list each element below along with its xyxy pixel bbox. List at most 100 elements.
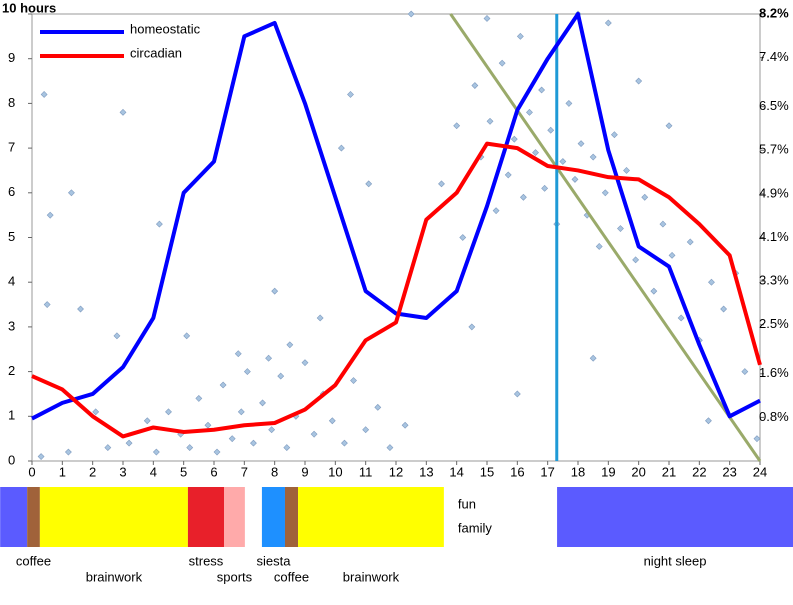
scatter-point <box>337 144 345 152</box>
scatter-point <box>237 408 245 416</box>
scatter-point <box>741 368 749 376</box>
schedule-inner-label: fun <box>458 496 476 511</box>
scatter-point <box>577 140 585 148</box>
plot-area <box>31 13 761 462</box>
x-tick-label: 17 <box>540 464 554 479</box>
scatter-point <box>152 448 160 456</box>
x-tick-label: 6 <box>210 464 217 479</box>
schedule-block <box>284 487 299 547</box>
scatter-point <box>538 86 546 94</box>
scatter-point <box>565 99 573 107</box>
scatter-point <box>589 153 597 161</box>
scatter-point <box>519 193 527 201</box>
y2-tick-label: 4.9% <box>759 185 789 200</box>
x-tick-label: 10 <box>328 464 342 479</box>
scatter-point <box>301 359 309 367</box>
scatter-point <box>77 305 84 313</box>
x-tick-label: 20 <box>631 464 645 479</box>
schedule-label: brainwork <box>86 569 143 584</box>
scatter-point <box>165 408 172 416</box>
scatter-point <box>532 149 539 156</box>
x-tick-label: 23 <box>722 464 736 479</box>
scatter-point <box>183 332 191 340</box>
y-tick-label: 8 <box>8 95 15 110</box>
scatter-point <box>37 453 45 460</box>
x-tick-label: 3 <box>119 464 126 479</box>
scatter-point <box>386 444 394 452</box>
scatter-point <box>665 122 673 130</box>
x-tick-label: 8 <box>271 464 278 479</box>
scatter-point <box>271 287 279 295</box>
scatter-point <box>617 225 624 232</box>
schedule-label: siesta <box>256 553 291 568</box>
scatter-point <box>350 377 357 384</box>
scatter-point <box>277 372 285 380</box>
x-tick-label: 13 <box>419 464 433 479</box>
schedule-block <box>27 487 40 547</box>
schedule-block <box>39 487 188 547</box>
y2-tick-label: 6.5% <box>759 98 789 113</box>
scatter-point <box>283 444 291 452</box>
x-tick-label: 15 <box>480 464 494 479</box>
scatter-point <box>453 122 461 130</box>
scatter-point <box>438 180 445 188</box>
y-tick-label: 1 <box>8 408 15 423</box>
scatter-point <box>250 439 257 447</box>
scatter-point <box>498 59 506 67</box>
scatter-point <box>113 332 121 340</box>
scatter-point <box>589 354 597 362</box>
scatter-point <box>632 256 640 264</box>
scatter-point <box>471 82 479 89</box>
scatter-point <box>259 399 266 407</box>
scatter-point <box>186 444 194 452</box>
schedule-block <box>261 487 285 547</box>
x-tick-label: 0 <box>28 464 35 479</box>
y2-tick-label: 1.6% <box>759 365 789 380</box>
scatter-point <box>374 403 382 411</box>
y2-tick-label: 7.4% <box>759 49 789 64</box>
y2-tick-label: 0.8% <box>759 409 789 424</box>
scatter-point <box>610 131 618 139</box>
x-tick-label: 4 <box>150 464 157 479</box>
x-tick-label: 22 <box>692 464 706 479</box>
series-line <box>31 141 762 439</box>
schedule-label: brainwork <box>343 569 400 584</box>
legend-label: homeostatic <box>130 21 201 36</box>
scatter-point <box>40 91 48 98</box>
x-tick-label: 7 <box>241 464 248 479</box>
scatter-point <box>195 394 203 402</box>
y-tick-label: 9 <box>8 50 15 65</box>
y-tick-label: 2 <box>8 363 15 378</box>
x-tick-label: 24 <box>753 464 767 479</box>
x-tick-label: 14 <box>449 464 463 479</box>
series-line <box>31 12 761 421</box>
scatter-point <box>125 439 133 447</box>
schedule-block <box>557 487 793 547</box>
scatter-point <box>310 430 318 438</box>
y-tick-label: 6 <box>8 184 15 199</box>
scatter-point <box>547 126 555 134</box>
scatter-point <box>516 32 524 40</box>
scatter-point <box>468 323 476 331</box>
scatter-point <box>541 184 549 192</box>
y2-tick-label: 2.5% <box>759 316 789 331</box>
scatter-point <box>650 287 658 295</box>
scatter-point <box>64 448 72 456</box>
schedule-block <box>244 487 262 547</box>
scatter-point <box>601 189 609 197</box>
scatter-point <box>119 108 127 116</box>
x-tick-label: 21 <box>662 464 676 479</box>
scatter-point <box>753 435 761 443</box>
x-tick-label: 19 <box>601 464 615 479</box>
scatter-point <box>347 91 354 98</box>
scatter-point <box>708 278 715 286</box>
scatter-point <box>268 426 276 434</box>
legend-label: circadian <box>130 45 182 60</box>
scatter-point <box>677 314 685 322</box>
x-tick-label: 9 <box>301 464 308 479</box>
scatter-point <box>720 305 728 313</box>
schedule-inner-label: family <box>458 520 492 535</box>
scatter-point <box>219 381 227 389</box>
scatter-point <box>155 220 163 228</box>
scatter-point <box>510 135 518 143</box>
